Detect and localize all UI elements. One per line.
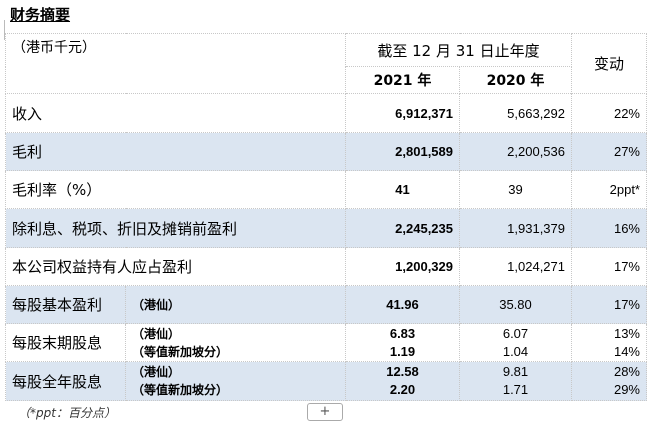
change-value: 28% — [613, 364, 640, 379]
value-2021: 1.19 — [389, 343, 416, 359]
value-2021: 2,245,235 — [345, 208, 460, 248]
change-value: 22% — [571, 93, 647, 133]
financial-summary-table: （港币千元） 截至 12 月 31 日止年度 变动 2021 年 2020 年 … — [5, 33, 647, 401]
value-2020: 1,931,379 — [459, 208, 572, 248]
table-row: 收入 6,912,371 5,663,292 22% — [5, 93, 647, 133]
change-value: 17% — [571, 285, 647, 324]
final-dividend-row: 每股末期股息 （港仙） （等值新加坡分） 6.83 1.19 6.07 1.04 13… — [5, 323, 647, 362]
value-2020: 5,663,292 — [459, 93, 572, 133]
footnote: （*ppt：百分点） — [18, 406, 116, 420]
eps-row: 每股基本盈利 （港仙） 41.96 35.80 17% — [5, 285, 647, 324]
frame-edge — [0, 20, 5, 40]
unit-header: （港币千元） — [5, 33, 346, 94]
value-2021: 6.83 — [389, 325, 416, 341]
value-2020: 1.71 — [502, 382, 529, 397]
change-header: 变动 — [571, 33, 647, 94]
table-row: 毛利率（%） 41 39 2ppt* — [5, 170, 647, 209]
value-2021: 2,801,589 — [345, 132, 460, 171]
row-label: 每股全年股息 — [5, 361, 126, 401]
change-value: 29% — [613, 382, 640, 397]
change-value: 17% — [571, 247, 647, 286]
value-2020: 9.81 — [502, 364, 529, 379]
value-2021: 41.96 — [345, 285, 460, 324]
value-2020: 6.07 — [502, 325, 529, 341]
value-2020: 35.80 — [459, 285, 572, 324]
unit-label: （港仙） — [132, 365, 181, 379]
change-value: 16% — [571, 208, 647, 248]
value-2021: 6,912,371 — [345, 93, 460, 133]
page-title: 财务摘要 — [10, 6, 71, 24]
change-value: 13% — [613, 325, 640, 341]
unit-label: （等值新加坡分） — [132, 383, 229, 397]
change-value: 2ppt* — [571, 170, 647, 209]
table-row: 毛利 2,801,589 2,200,536 27% — [5, 132, 647, 171]
row-label: 本公司权益持有人应占盈利 — [5, 247, 346, 286]
add-row-button[interactable]: + — [307, 403, 343, 421]
value-2020: 39 — [459, 170, 572, 209]
change-value: 27% — [571, 132, 647, 171]
year-2020-header: 2020 年 — [459, 66, 572, 94]
value-2020: 2,200,536 — [459, 132, 572, 171]
unit-label: （港仙） — [132, 326, 181, 341]
value-2020: 1,024,271 — [459, 247, 572, 286]
value-2021: 41 — [345, 170, 460, 209]
row-label: 收入 — [5, 93, 346, 133]
unit-label: （等值新加坡分） — [132, 344, 229, 359]
table-row: 除利息、税项、折旧及摊销前盈利 2,245,235 1,931,379 16% — [5, 208, 647, 248]
row-label: 除利息、税项、折旧及摊销前盈利 — [5, 208, 346, 248]
header-row: （港币千元） 截至 12 月 31 日止年度 变动 — [5, 33, 647, 94]
value-2021: 12.58 — [386, 364, 419, 379]
period-header: 截至 12 月 31 日止年度 — [345, 33, 572, 67]
value-2021: 1,200,329 — [345, 247, 460, 286]
full-year-dividend-row: 每股全年股息 （港仙） （等值新加坡分） 12.58 2.20 9.81 1.71 2… — [5, 361, 647, 401]
row-label: 每股基本盈利 — [5, 285, 126, 324]
value-2021: 2.20 — [389, 382, 416, 397]
year-row: 2021 年 2020 年 — [6, 66, 647, 94]
value-2020: 1.04 — [502, 343, 529, 359]
row-label: 毛利率（%） — [5, 170, 346, 209]
unit-label: （港仙） — [125, 285, 346, 324]
table-row: 本公司权益持有人应占盈利 1,200,329 1,024,271 17% — [5, 247, 647, 286]
change-value: 14% — [613, 343, 640, 359]
year-2021-header: 2021 年 — [345, 66, 460, 94]
row-label: 毛利 — [5, 132, 346, 171]
row-label: 每股末期股息 — [5, 323, 126, 362]
